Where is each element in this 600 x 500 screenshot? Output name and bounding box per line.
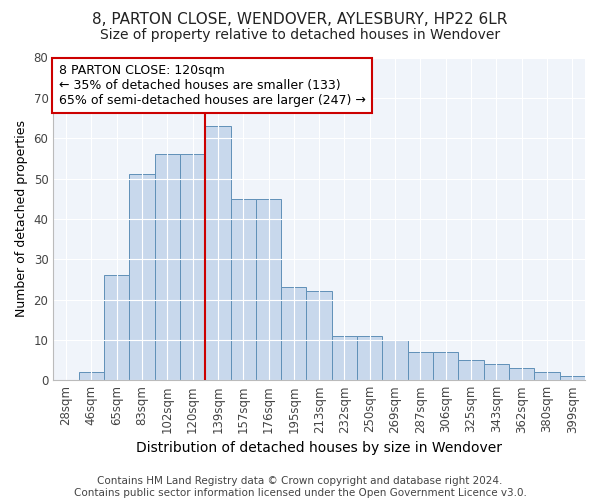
Bar xyxy=(230,198,256,380)
Bar xyxy=(256,198,281,380)
Bar xyxy=(382,340,408,380)
Bar xyxy=(509,368,535,380)
X-axis label: Distribution of detached houses by size in Wendover: Distribution of detached houses by size … xyxy=(136,441,502,455)
Bar xyxy=(79,372,104,380)
Bar xyxy=(458,360,484,380)
Bar xyxy=(433,352,458,380)
Bar xyxy=(281,288,307,380)
Bar xyxy=(535,372,560,380)
Y-axis label: Number of detached properties: Number of detached properties xyxy=(15,120,28,318)
Bar xyxy=(129,174,155,380)
Bar xyxy=(104,276,129,380)
Bar xyxy=(357,336,382,380)
Bar xyxy=(332,336,357,380)
Bar xyxy=(560,376,585,380)
Bar xyxy=(484,364,509,380)
Bar xyxy=(180,154,205,380)
Bar xyxy=(307,292,332,380)
Text: 8 PARTON CLOSE: 120sqm
← 35% of detached houses are smaller (133)
65% of semi-de: 8 PARTON CLOSE: 120sqm ← 35% of detached… xyxy=(59,64,365,107)
Bar xyxy=(408,352,433,380)
Bar xyxy=(155,154,180,380)
Bar xyxy=(205,126,230,380)
Text: Contains HM Land Registry data © Crown copyright and database right 2024.
Contai: Contains HM Land Registry data © Crown c… xyxy=(74,476,526,498)
Text: Size of property relative to detached houses in Wendover: Size of property relative to detached ho… xyxy=(100,28,500,42)
Text: 8, PARTON CLOSE, WENDOVER, AYLESBURY, HP22 6LR: 8, PARTON CLOSE, WENDOVER, AYLESBURY, HP… xyxy=(92,12,508,28)
